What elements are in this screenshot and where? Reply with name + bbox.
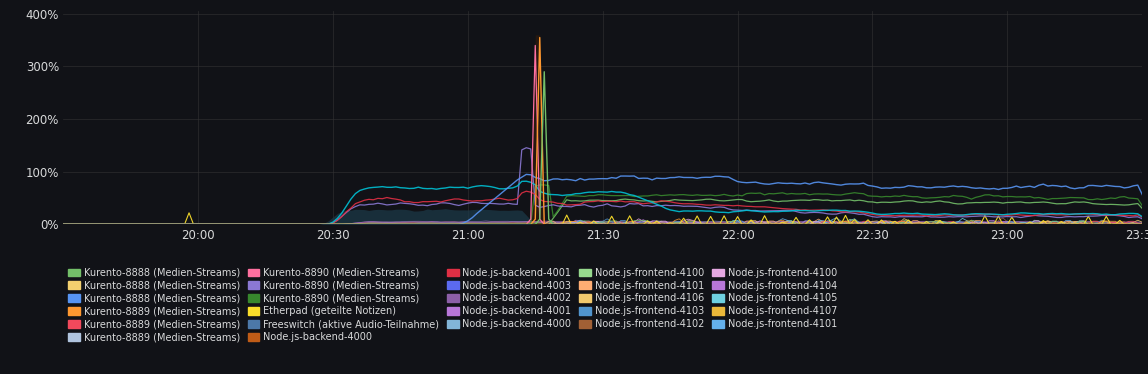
Legend: Kurento-8888 (Medien-Streams), Kurento-8888 (Medien-Streams), Kurento-8888 (Medi: Kurento-8888 (Medien-Streams), Kurento-8… xyxy=(68,268,837,342)
